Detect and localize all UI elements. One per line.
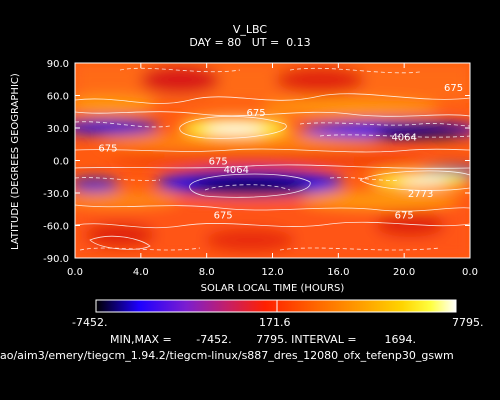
chart-title: V_LBC bbox=[232, 23, 268, 36]
contour-label: 675 bbox=[209, 157, 228, 168]
colorbar-max-label: 7795. bbox=[452, 316, 484, 329]
day-value: 80 bbox=[227, 36, 242, 49]
day-label: DAY = bbox=[189, 36, 224, 49]
file-path: ao/aim3/emery/tiegcm_1.94.2/tiegcm-linux… bbox=[0, 349, 454, 362]
contour-label: 4064 bbox=[224, 165, 249, 176]
contour-label: 675 bbox=[214, 211, 233, 222]
colorbar-mid-label: 171.6 bbox=[259, 316, 291, 329]
chart-subtitle: DAY = 80 UT = 0.13 bbox=[0, 37, 500, 49]
x-tick-label: 20.0 bbox=[393, 267, 415, 278]
axis-ticks bbox=[74, 62, 471, 259]
contour-label: 4064 bbox=[391, 133, 416, 144]
axis-tick-labels: 0.0 4.0 8.0 12.0 16.0 20.0 0.0 90.0 60.0 30.0 0.0 -… bbox=[43, 59, 478, 278]
contour-label: 675 bbox=[395, 211, 414, 222]
y-tick-label: 90.0 bbox=[47, 59, 69, 70]
x-tick-label: 12.0 bbox=[261, 267, 283, 278]
x-tick-label: 0.0 bbox=[67, 267, 83, 278]
max-value: 7795. bbox=[256, 333, 288, 346]
x-axis-label: SOLAR LOCAL TIME (HOURS) bbox=[200, 283, 345, 294]
ut-label: UT = bbox=[251, 36, 280, 49]
y-tick-label: 0.0 bbox=[53, 157, 69, 168]
colorbar-min-label: -7452. bbox=[72, 316, 108, 329]
contour-label: 675 bbox=[444, 83, 463, 94]
y-tick-label: -30.0 bbox=[43, 189, 69, 200]
ut-value: 0.13 bbox=[286, 36, 311, 49]
colorbar bbox=[95, 299, 457, 313]
x-tick-label: 0.0 bbox=[462, 267, 478, 278]
interval-value: 1694. bbox=[384, 333, 417, 346]
contour-label: 675 bbox=[246, 108, 265, 119]
contour-label: 2773 bbox=[408, 189, 433, 200]
x-tick-label: 8.0 bbox=[199, 267, 215, 278]
y-tick-label: -90.0 bbox=[43, 254, 69, 265]
minmax-label: MIN,MAX = bbox=[110, 333, 172, 346]
x-tick-label: 4.0 bbox=[133, 267, 149, 278]
min-value: -7452. bbox=[196, 333, 232, 346]
heatmap-field bbox=[75, 63, 470, 258]
y-tick-label: 60.0 bbox=[47, 92, 69, 103]
y-tick-label: -60.0 bbox=[43, 222, 69, 233]
stats-line: MIN,MAX = -7452. 7795. INTERVAL = 1694. bbox=[110, 334, 416, 346]
interval-label: INTERVAL = bbox=[291, 333, 357, 346]
y-tick-label: 30.0 bbox=[47, 124, 69, 135]
y-axis-label: LATITUDE (DEGREES GEOGRAPHIC) bbox=[10, 73, 21, 250]
contour-label: 675 bbox=[98, 144, 117, 155]
x-tick-label: 16.0 bbox=[327, 267, 349, 278]
